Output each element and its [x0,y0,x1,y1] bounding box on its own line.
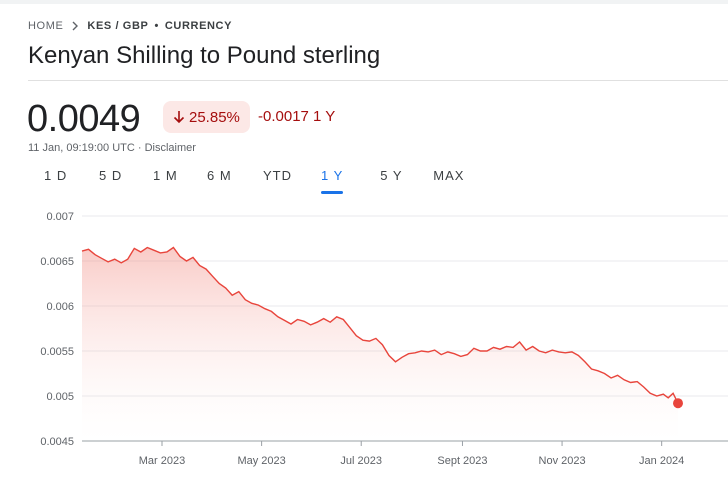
range-tab-max[interactable]: MAX [433,168,465,183]
arrow-down-icon [173,111,185,124]
current-price-dot [673,398,683,409]
change-percent-badge: 25.85% [163,101,250,133]
x-tick-label: Jul 2023 [340,455,382,467]
price-area-fill [82,247,678,441]
breadcrumb-category: CURRENCY [164,20,233,32]
page-title: Kenyan Shilling to Pound sterling [28,42,381,69]
chevron-right-icon [72,21,79,31]
y-tick-label: 0.005 [46,391,74,403]
range-tab-5y[interactable]: 5 Y [380,168,403,183]
x-tick-label: Nov 2023 [539,455,586,467]
y-tick-label: 0.007 [46,211,74,223]
y-tick-label: 0.0065 [40,256,74,268]
title-divider [28,80,728,81]
range-tabs: 1 D 5 D 1 M 6 M YTD 1 Y 5 Y MAX [28,168,473,194]
x-tick-label: Mar 2023 [139,455,185,467]
y-tick-label: 0.006 [46,301,74,313]
change-absolute: -0.0017 1 Y [258,108,336,125]
range-tab-ytd[interactable]: YTD [263,168,292,183]
breadcrumb-separator: • [154,20,159,32]
breadcrumb: HOME KES / GBP • CURRENCY [28,20,232,32]
change-percent: 25.85% [189,108,240,126]
y-tick-label: 0.0045 [40,436,74,448]
range-tab-5d[interactable]: 5 D [99,168,123,183]
range-tab-1d[interactable]: 1 D [44,168,68,183]
current-price: 0.0049 [27,98,141,140]
range-tab-1y[interactable]: 1 Y [321,168,344,194]
disclaimer-link[interactable]: Disclaimer [144,142,196,154]
breadcrumb-pair: KES / GBP [87,20,149,32]
y-tick-label: 0.0055 [40,346,74,358]
exchange-rate-chart[interactable]: 0.0045 0.005 0.0055 0.006 0.0065 0.007 Mar 20… [0,200,728,490]
x-tick-label: Sept 2023 [437,455,487,467]
price-line [81,246,679,404]
quote-timestamp: 11 Jan, 09:19:00 UTC · [28,142,145,154]
top-bar [0,0,728,4]
range-tab-1m[interactable]: 1 M [153,168,178,183]
breadcrumb-home-link[interactable]: HOME [28,20,64,32]
quote-timestamp-row: 11 Jan, 09:19:00 UTC · Disclaimer [28,142,196,154]
x-tick-label: Jan 2024 [639,455,684,467]
x-tick-label: May 2023 [237,455,285,467]
range-tab-6m[interactable]: 6 M [207,168,232,183]
